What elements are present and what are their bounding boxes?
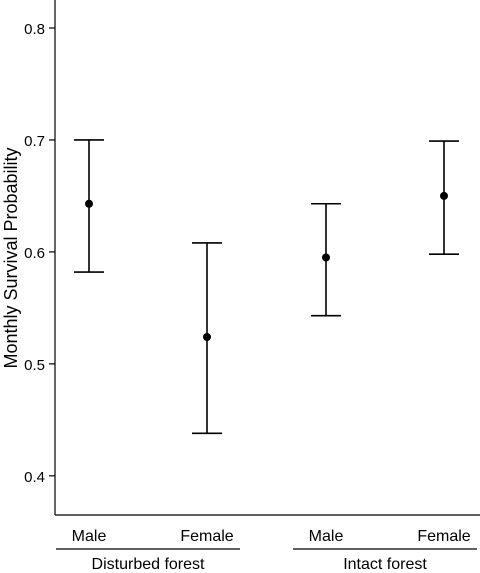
group-label: Intact forest <box>343 556 427 573</box>
data-point <box>322 253 330 262</box>
y-tick-label: 0.4 <box>24 469 45 486</box>
x-tick-label: Female <box>180 528 233 545</box>
group-labels: Disturbed forest Intact forest <box>56 548 477 573</box>
x-tick-label: Male <box>72 528 107 545</box>
data-point <box>203 332 211 341</box>
y-tick-label: 0.8 <box>24 21 45 38</box>
x-tick-label: Female <box>417 528 470 545</box>
group-label: Disturbed forest <box>92 556 205 573</box>
x-tick-label: Male <box>309 528 344 545</box>
data-point <box>85 199 93 208</box>
data-points <box>85 191 448 341</box>
data-point <box>440 191 448 200</box>
error-bars <box>74 139 459 435</box>
y-tick-label: 0.5 <box>24 357 45 374</box>
y-tick-label: 0.6 <box>24 245 45 262</box>
x-tick-labels: Male Female Male Female <box>72 528 471 545</box>
y-ticks: 0.4 0.5 0.6 0.7 0.8 <box>24 21 55 486</box>
y-axis-label: Monthly Survival Probability <box>1 147 21 368</box>
y-tick-label: 0.7 <box>24 133 45 150</box>
